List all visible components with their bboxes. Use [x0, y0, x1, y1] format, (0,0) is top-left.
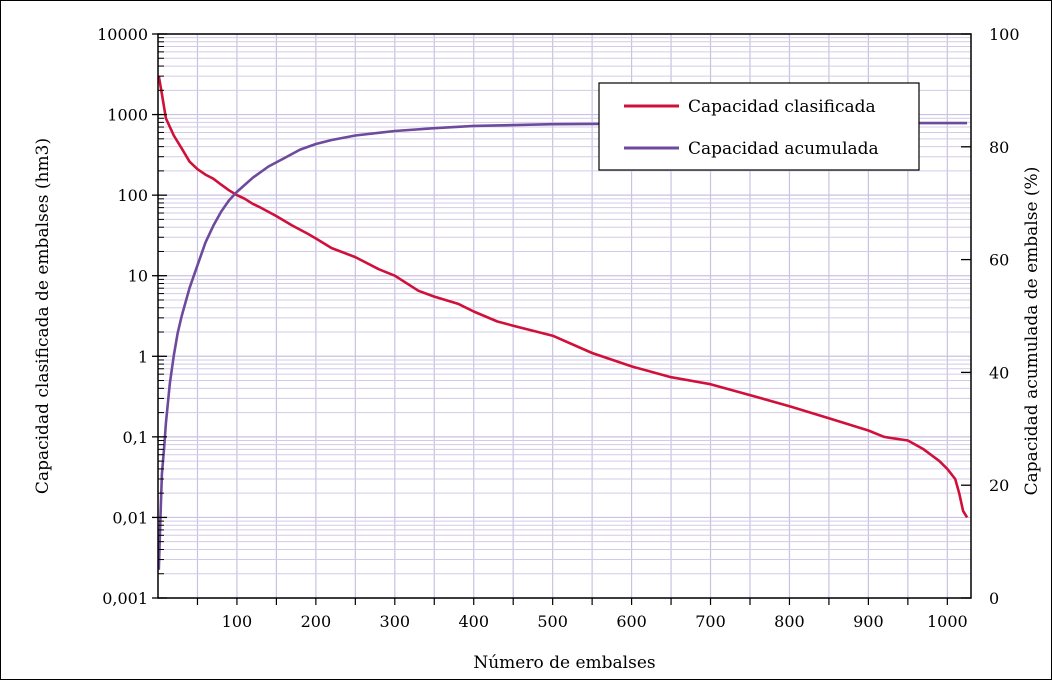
x-tick-label: 200	[301, 612, 332, 631]
y-left-axis-title: Capacidad clasificada de embalses (hm3)	[33, 138, 53, 494]
x-tick-label: 500	[537, 612, 568, 631]
x-tick-label: 700	[695, 612, 726, 631]
x-tick-label: 100	[222, 612, 253, 631]
y-right-axis-title: Capacidad acumulada de embalse (%)	[1022, 167, 1042, 496]
y-left-tick-label: 0,1	[123, 428, 148, 447]
y-left-tick-label: 0,01	[112, 508, 148, 527]
y-left-tick-label: 100	[117, 186, 148, 205]
y-right-tick-label: 20	[989, 476, 1009, 495]
x-tick-label: 300	[380, 612, 411, 631]
y-right-tick-label: 0	[989, 589, 999, 608]
legend-label-capacidad-acumulada: Capacidad acumulada	[688, 139, 879, 159]
series-line-capacidad-acumulada	[159, 123, 967, 570]
y-left-tick-label: 1	[138, 347, 148, 366]
y-left-tick-label: 1000	[107, 106, 148, 125]
y-right-tick-label: 80	[989, 138, 1009, 157]
y-left-tick-label: 10	[128, 267, 148, 286]
y-right-tick-label: 100	[989, 25, 1020, 44]
x-axis-title: Número de embalses	[473, 653, 655, 673]
y-right-tick-label: 60	[989, 251, 1009, 270]
y-left-tick-label: 0,001	[102, 589, 148, 608]
x-tick-label: 800	[774, 612, 805, 631]
x-tick-label: 400	[458, 612, 489, 631]
x-tick-label: 1000	[927, 612, 968, 631]
y-left-tick-label: 10000	[97, 25, 148, 44]
legend: Capacidad clasificada Capacidad acumulad…	[599, 83, 919, 170]
x-tick-label: 900	[853, 612, 884, 631]
y-right-tick-label: 40	[989, 363, 1009, 382]
legend-label-capacidad-clasificada: Capacidad clasificada	[688, 97, 876, 117]
x-tick-label: 600	[616, 612, 647, 631]
